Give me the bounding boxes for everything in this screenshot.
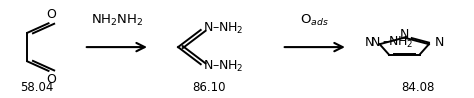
- Text: N–NH$_2$: N–NH$_2$: [203, 20, 244, 36]
- Text: 84.08: 84.08: [402, 81, 435, 94]
- Text: 58.04: 58.04: [20, 81, 54, 94]
- Text: –NH$_2$: –NH$_2$: [382, 35, 413, 50]
- Text: O: O: [46, 8, 56, 21]
- Text: N: N: [435, 36, 444, 49]
- Text: N: N: [371, 36, 381, 49]
- Text: N–NH$_2$: N–NH$_2$: [203, 59, 244, 74]
- Text: NH$_2$NH$_2$: NH$_2$NH$_2$: [91, 13, 143, 28]
- Text: 86.10: 86.10: [192, 81, 226, 94]
- Text: O$_{ads}$: O$_{ads}$: [301, 13, 329, 28]
- Text: O: O: [46, 73, 56, 86]
- Text: N: N: [365, 36, 374, 49]
- Text: N: N: [400, 28, 409, 41]
